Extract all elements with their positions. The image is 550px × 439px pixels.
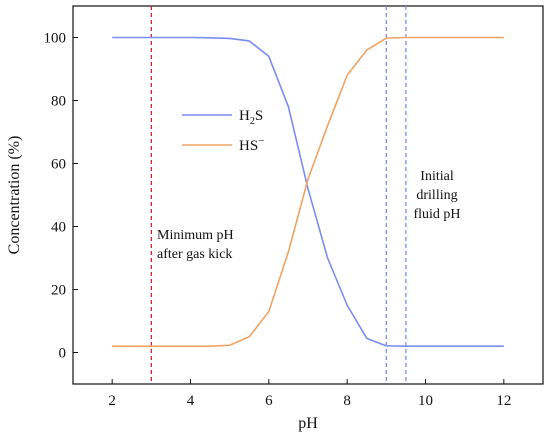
annotation-initial-ph-line2: drilling	[416, 188, 457, 203]
annotation-minimum-ph: Minimum pH after gas kick	[157, 228, 234, 262]
annotation-initial-ph-line3: fluid pH	[413, 207, 460, 222]
x-tick-label-4: 4	[187, 393, 195, 409]
legend-label-hs: HS−	[239, 135, 264, 154]
annotation-minimum-ph-line2: after gas kick	[157, 247, 232, 262]
x-axis-label: pH	[298, 415, 318, 432]
plot-frame	[72, 5, 544, 385]
x-tick-label-2: 2	[108, 393, 116, 409]
y-tick-label-80: 80	[51, 94, 66, 110]
annotation-initial-ph-line1: Initial	[420, 169, 454, 184]
y-tick-label-20: 20	[51, 283, 66, 299]
x-tick-label-8: 8	[343, 393, 351, 409]
y-tick-label-100: 100	[44, 31, 67, 47]
y-tick-label-0: 0	[59, 346, 67, 362]
legend-label-h2s: H2S	[239, 108, 263, 127]
reference-lines	[150, 6, 407, 384]
series-line-h2s	[112, 36, 504, 347]
x-tick-label-6: 6	[265, 393, 273, 409]
data-series	[112, 36, 504, 347]
x-tick-label-12: 12	[496, 393, 511, 409]
annotation-initial-ph: Initial drilling fluid pH	[413, 169, 460, 222]
y-tick-label-60: 60	[51, 157, 66, 173]
series-line-hs	[112, 36, 504, 347]
y-tick-label-40: 40	[51, 220, 66, 236]
annotation-minimum-ph-line1: Minimum pH	[157, 228, 234, 243]
legend: H2S HS−	[182, 108, 264, 154]
x-tick-label-10: 10	[418, 393, 433, 409]
axis-ticks: 2 4 6 8 10 12 0 20 40 60 80 100	[44, 31, 512, 410]
y-axis-label: Concentration (%)	[6, 136, 23, 255]
